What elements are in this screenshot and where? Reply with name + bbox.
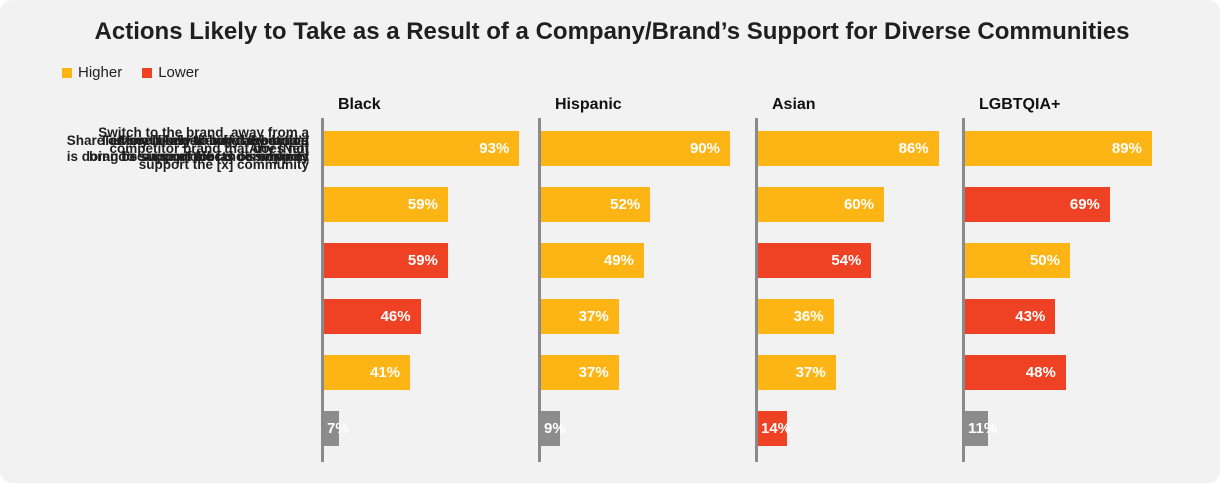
bar (541, 299, 619, 334)
row-label-line: I am not likely to take any action (101, 132, 309, 148)
bar (541, 411, 560, 446)
bar (758, 187, 884, 222)
bar (324, 411, 339, 446)
bar-value-label: 41% (370, 364, 401, 381)
bar-value-label: 46% (380, 308, 411, 325)
bar-value-label: 14% (761, 420, 792, 437)
axis-line (962, 118, 965, 462)
row-label: Any (Net) (9, 141, 309, 157)
row-label-line: Tell my friends/family about that (102, 132, 309, 148)
bar (324, 355, 411, 390)
bar (758, 243, 872, 278)
panel-title: Asian (772, 96, 816, 113)
bar (541, 187, 651, 222)
panel-title: Black (338, 96, 381, 113)
bar-value-label: 86% (898, 140, 929, 157)
bar (758, 355, 836, 390)
bar (965, 355, 1066, 390)
bar (965, 411, 989, 446)
bar-value-label: 69% (1069, 196, 1100, 213)
axis-line (755, 118, 758, 462)
legend-label-lower: Lower (158, 64, 200, 81)
bar-value-label: 37% (795, 364, 826, 381)
bar (758, 131, 939, 166)
bar (965, 187, 1110, 222)
bar (758, 411, 788, 446)
bar (758, 299, 834, 334)
bar (541, 355, 619, 390)
row-label-line: Switch to the brand, away from a (98, 124, 309, 140)
chart-title: Actions Likely to Take as a Result of a … (94, 18, 1130, 45)
row-label-line: brand’s support for [x] community (88, 148, 309, 164)
row-label-line: Any (Net) (249, 140, 309, 156)
bar-value-label: 43% (1015, 308, 1046, 325)
bar-value-label: 37% (578, 364, 609, 381)
bar-value-label: 37% (578, 308, 609, 325)
row-label: Switch to the brand, away from a competit… (9, 125, 309, 173)
bar (324, 131, 520, 166)
bar-value-label: 90% (689, 140, 720, 157)
row-label: I am not likely to take any action becaus… (9, 133, 309, 165)
row-label-line: products or services (176, 148, 309, 164)
legend-item-lower: Lower (142, 64, 199, 81)
legend-swatch-higher (62, 67, 72, 78)
bar (965, 299, 1056, 334)
bar-value-label: 48% (1025, 364, 1056, 381)
bar-value-label: 89% (1111, 140, 1142, 157)
panel-title: LGBTQIA+ (979, 96, 1061, 113)
bar-value-label: 59% (407, 196, 438, 213)
bar (965, 243, 1070, 278)
legend-swatch-lower (142, 67, 153, 78)
legend: Higher Lower (62, 64, 219, 81)
bar-value-label: 11% (968, 420, 998, 437)
bar-value-label: 59% (407, 252, 438, 269)
bar-value-label: 7% (327, 420, 349, 437)
bar-value-label: 36% (793, 308, 824, 325)
bar (965, 131, 1152, 166)
bar (324, 187, 448, 222)
bar (541, 131, 730, 166)
row-label-line: is doing to support the [x] community (66, 148, 309, 164)
axis-line (321, 118, 324, 462)
row-label-line: because of a brand’s support (121, 148, 309, 164)
axis-line (538, 118, 541, 462)
bar (541, 243, 644, 278)
row-label-line: Share on social media what the brand (66, 132, 309, 148)
row-label: Tell my friends/family about that brand’s… (9, 133, 309, 165)
bar-value-label: 52% (610, 196, 641, 213)
legend-item-higher: Higher (62, 64, 122, 81)
row-label-line: More likely to buy the brand’s (118, 132, 309, 148)
legend-label-higher: Higher (78, 64, 123, 81)
bar-value-label: 49% (603, 252, 634, 269)
row-label-line: support the [x] community (138, 156, 309, 172)
bar-value-label: 93% (479, 140, 510, 157)
row-label: More likely to buy the brand’s products o… (9, 133, 309, 165)
row-label: Share on social media what the brand is d… (9, 133, 309, 165)
bar-value-label: 60% (843, 196, 874, 213)
panel-title: Hispanic (555, 96, 622, 113)
bar-value-label: 9% (544, 420, 566, 437)
bar-value-label: 54% (831, 252, 862, 269)
row-label-line: competitor brand that does not (109, 140, 309, 156)
bar-value-label: 50% (1029, 252, 1060, 269)
bar (324, 243, 448, 278)
bar (324, 299, 421, 334)
